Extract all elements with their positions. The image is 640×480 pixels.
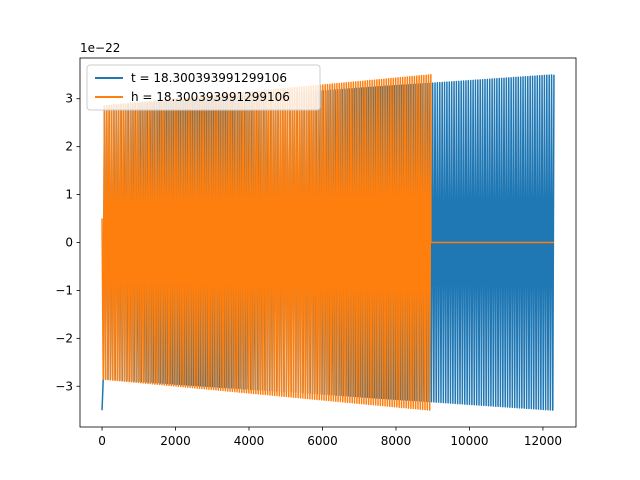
x-tick-label: 12000 (524, 434, 562, 448)
y-axis: −3 −2 −1 0 1 2 3 (55, 92, 80, 393)
y-tick-label: −1 (55, 283, 73, 297)
y-tick-label: 0 (65, 236, 73, 250)
y-tick-label: −2 (55, 331, 73, 345)
x-axis: 0 2000 4000 6000 8000 10000 12000 (98, 427, 562, 448)
y-tick-label: −3 (55, 379, 73, 393)
x-tick-label: 4000 (234, 434, 265, 448)
y-tick-label: 1 (65, 188, 73, 202)
y-tick-label: 3 (65, 92, 73, 106)
legend-label-t: t = 18.300393991299106 (131, 71, 287, 85)
legend-label-h: h = 18.300393991299106 (131, 90, 290, 104)
series-line-1 (101, 74, 554, 411)
x-tick-label: 0 (98, 434, 106, 448)
x-tick-label: 2000 (160, 434, 191, 448)
legend-box (86, 64, 321, 111)
y-tick-label: 2 (65, 140, 73, 154)
x-tick-label: 8000 (381, 434, 412, 448)
x-tick-label: 10000 (450, 434, 488, 448)
x-tick-label: 6000 (307, 434, 338, 448)
series-layer (101, 74, 555, 411)
y-offset-label: 1e−22 (80, 41, 120, 55)
legend: t = 18.300393991299106 h = 18.3003939912… (86, 64, 321, 111)
